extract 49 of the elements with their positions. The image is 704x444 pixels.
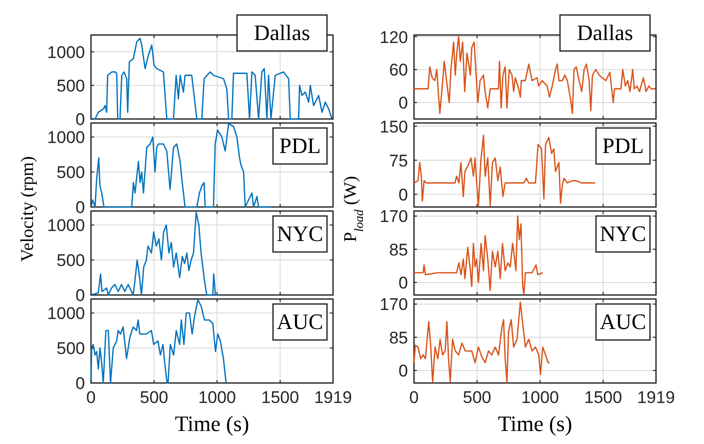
y-tick-label: 0	[76, 198, 85, 218]
x-tick-label: 1000	[198, 388, 236, 407]
annotation: PDL	[602, 133, 644, 158]
x-axis-title: Time (s)	[498, 411, 572, 436]
y-tick-label: 60	[389, 60, 408, 80]
y-tick-label: 1000	[47, 42, 85, 62]
y-tick-label: 170	[380, 207, 408, 226]
annotation: PDL	[279, 133, 321, 158]
y-tick-label: 500	[56, 339, 85, 358]
x-tick-label: 1919	[637, 388, 675, 407]
annotation: NYC	[600, 221, 646, 246]
y-tick-label: 0	[76, 374, 85, 394]
y-tick-label: 500	[56, 251, 85, 270]
y-tick-label: 170	[380, 295, 408, 314]
y-tick-label: 0	[398, 362, 408, 381]
line-series	[90, 299, 227, 384]
line-series	[413, 134, 596, 206]
x-axis-title: Time (s)	[174, 411, 250, 436]
x-tick-label: 500	[462, 388, 492, 407]
annotation: AUC	[600, 309, 646, 334]
y-tick-label: 0	[398, 274, 408, 293]
y-tick-label: 0	[398, 185, 408, 204]
line-series	[90, 123, 272, 208]
y-tick-label: 1000	[47, 304, 85, 324]
y-tick-label: 85	[389, 240, 408, 260]
y-tick-label: 150	[380, 117, 408, 136]
x-tick-label: 1919	[314, 388, 352, 407]
y-tick-label: 0	[76, 286, 85, 306]
y-tick-label: 1000	[47, 128, 85, 148]
line-series	[413, 215, 544, 295]
y-tick-label: 1000	[47, 216, 85, 236]
x-tick-label: 1000	[521, 388, 560, 407]
annotation: AUC	[276, 309, 324, 334]
x-tick-label: 1500	[261, 388, 300, 407]
x-tick-label: 500	[140, 388, 168, 407]
y-tick-label: 120	[380, 28, 408, 47]
y-tick-label: 500	[56, 76, 85, 96]
y-tick-label: 75	[389, 151, 408, 170]
line-series	[413, 301, 550, 383]
x-tick-label: 1500	[584, 388, 622, 407]
y-tick-label: 0	[76, 110, 85, 130]
line-series	[90, 212, 220, 296]
annotation: NYC	[276, 221, 324, 246]
y-axis-title: Velocity (rpm)	[17, 156, 37, 262]
annotation: Dallas	[254, 20, 310, 45]
y-tick-label: 0	[398, 94, 408, 113]
y-tick-label: 500	[56, 163, 85, 182]
annotation: Dallas	[576, 20, 634, 45]
y-tick-label: 85	[389, 328, 408, 348]
